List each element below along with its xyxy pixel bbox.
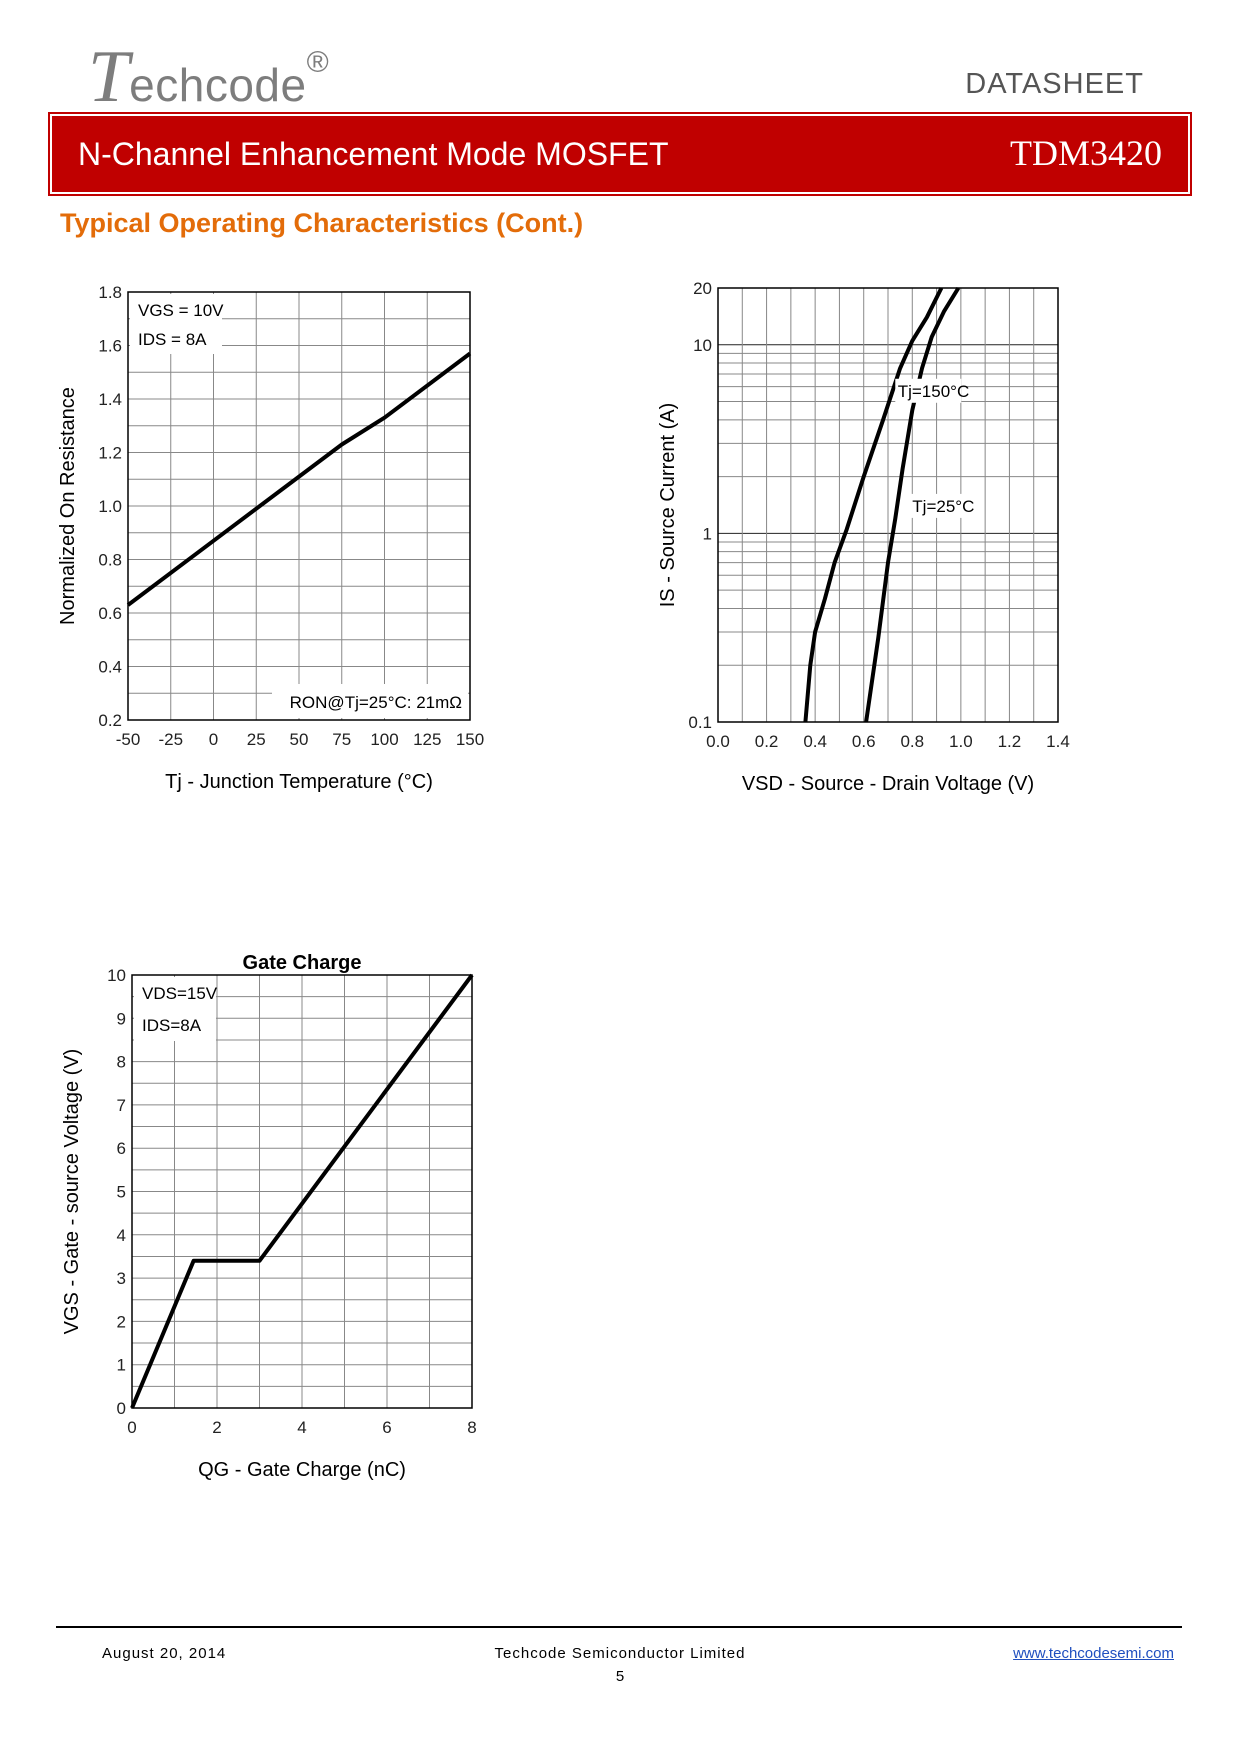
footer-date: August 20, 2014 [102,1645,227,1662]
x-tick-label: 75 [332,730,351,749]
y-tick-label: 7 [117,1096,126,1115]
y-tick-label: 1 [117,1356,126,1375]
page-number: 5 [615,1668,625,1685]
annotation-box [134,977,216,1041]
x-tick-label: 125 [413,730,441,749]
y-axis-label: VGS - Gate - source Voltage (V) [61,1049,83,1335]
x-tick-label: 6 [382,1418,391,1437]
x-tick-label: 0.0 [706,732,730,751]
x-tick-label: 1.0 [949,732,973,751]
x-tick-label: 150 [456,730,484,749]
x-tick-label: 1.4 [1046,732,1070,751]
logo-wordmark: echcode [129,59,307,111]
chart-source-drain-diode-forward: Source-Drain Diode Forward 0.0 0.2 0.4 0.6 0.… [640,268,1140,918]
y-tick-label: 6 [117,1139,126,1158]
plot-frame [127,291,471,721]
y-tick-label: 8 [117,1053,126,1072]
annotation-tj150: Tj=150°C [898,382,970,401]
annotation-ids: IDS=8A [142,1016,202,1035]
title-banner: N-Channel Enhancement Mode MOSFET TDM342… [52,116,1188,192]
x-tick-label: 50 [290,730,309,749]
grid [717,287,1059,723]
footer-divider [56,1626,1182,1628]
y-tick-label: 1.6 [98,337,122,356]
y-tick-label: 10 [693,336,712,355]
logo-initial: T [88,36,130,118]
y-tick-label: 0.2 [98,711,122,730]
y-axis-label: Normalized On Resistance [57,387,79,625]
banner-title: N-Channel Enhancement Mode MOSFET [78,136,669,172]
annotation-box [909,493,976,518]
annotation-box [130,294,222,354]
series-line [803,287,944,723]
chart-svg-gate: Gate Charge 0 2 4 6 8 0 1 2 3 4 5 6 7 8 9 10 QG - Gate Ch… [61,952,477,1481]
x-tick-label: 0.8 [900,732,924,751]
x-tick-label: -25 [158,730,183,749]
y-tick-label: 4 [117,1226,126,1245]
x-axis-label: QG - Gate Charge (nC) [198,1459,406,1481]
y-tick-label: 2 [117,1312,126,1331]
chart-title: Gate Charge [243,952,362,974]
x-axis-label: VSD - Source - Drain Voltage (V) [742,773,1034,795]
annotation-vgs: VGS = 10V [138,301,224,320]
y-tick-label: 0.1 [688,713,712,732]
chart-svg-rds: Drain-Source On Resistance -50 -25 0 25 50 75 1… [57,268,484,793]
series-line [126,351,472,607]
footer-company: Techcode Semiconductor Limited [494,1645,746,1662]
chart-drain-source-on-resistance: Drain-Source On Resistance -50 -25 0 25 50 75 1… [50,268,550,918]
x-tick-label: 100 [370,730,398,749]
x-tick-label: 0.6 [852,732,876,751]
registered-mark: ® [306,46,329,79]
annotation-vds: VDS=15V [142,984,218,1003]
y-tick-label: 0 [117,1399,126,1418]
part-number: TDM3420 [1010,133,1162,173]
chart-title: Drain-Source On Resistance [164,268,434,271]
x-tick-label: 2 [212,1418,221,1437]
x-tick-label: 25 [247,730,266,749]
y-tick-label: 10 [107,966,126,985]
doc-type-label: DATASHEET [965,68,1144,100]
annotation-tj25: Tj=25°C [912,497,974,516]
y-tick-label: 20 [693,279,712,298]
website-link[interactable]: www.techcodesemi.com [1013,1645,1174,1662]
y-tick-label: 1.8 [98,283,122,302]
x-tick-label: 4 [297,1418,306,1437]
grid [127,291,471,721]
y-axis-label: IS - Source Current (A) [657,403,679,608]
annotation-box [272,684,468,718]
plot-frame [131,974,473,1409]
y-tick-label: 1.4 [98,390,122,409]
series-line [864,286,961,723]
plot-frame [717,287,1059,723]
x-tick-label: -50 [116,730,141,749]
x-tick-label: 0 [209,730,218,749]
annotation-box [895,378,962,403]
x-tick-label: 8 [467,1418,476,1437]
y-tick-label: 1.2 [98,444,122,463]
techcode-logo: Techcode® [88,40,329,114]
y-tick-label: 3 [117,1269,126,1288]
y-tick-label: 1.0 [98,497,122,516]
y-tick-label: 9 [117,1009,126,1028]
y-tick-label: 0.6 [98,604,122,623]
chart-title: Source-Drain Diode Forward [752,268,1023,271]
x-tick-label: 0 [127,1418,136,1437]
y-tick-label: 0.8 [98,551,122,570]
y-tick-label: 1 [703,524,712,543]
series-line [130,973,474,1409]
annotation-ids: IDS = 8A [138,330,207,349]
section-title: Typical Operating Characteristics (Cont.… [60,208,584,238]
x-axis-label: Tj - Junction Temperature (°C) [165,771,433,793]
chart-svg-diode: Source-Drain Diode Forward 0.0 0.2 0.4 0.6 0.… [657,268,1070,795]
annotation-ron: RON@Tj=25°C: 21mΩ [290,693,462,712]
x-tick-label: 0.2 [755,732,779,751]
y-tick-label: 5 [117,1183,126,1202]
y-tick-label: 0.4 [98,658,122,677]
x-tick-label: 0.4 [803,732,827,751]
chart-gate-charge: Gate Charge 0 2 4 6 8 0 1 2 3 4 5 6 7 8 9 10 QG - Gate Ch… [52,925,552,1545]
x-tick-label: 1.2 [998,732,1022,751]
